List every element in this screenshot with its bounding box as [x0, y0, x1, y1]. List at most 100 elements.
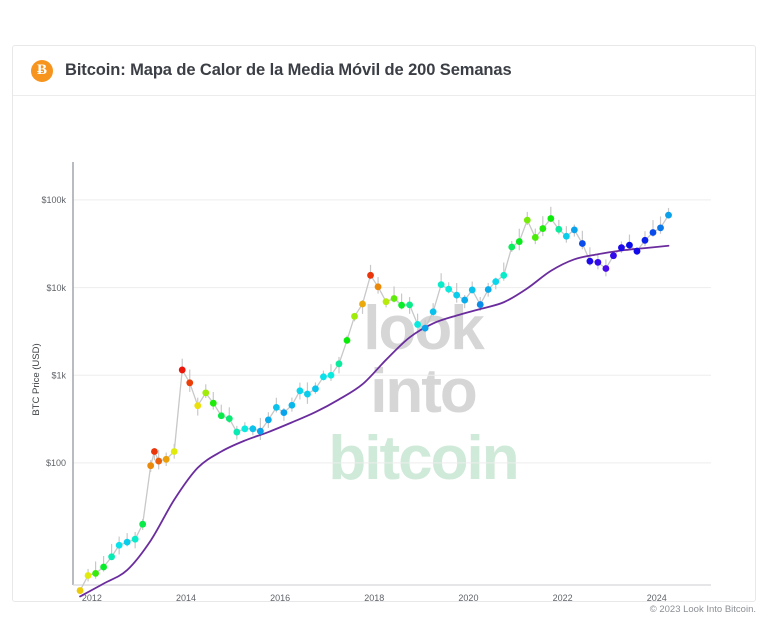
heatmap-dot	[288, 401, 296, 409]
heatmap-dot	[398, 301, 405, 309]
heatmap-dot	[147, 462, 155, 470]
heatmap-dot	[280, 409, 288, 416]
heatmap-dot	[256, 427, 264, 435]
heatmap-dot	[84, 572, 92, 579]
heatmap-dot	[162, 455, 170, 463]
heatmap-dot	[225, 415, 233, 423]
heatmap-dot	[178, 366, 186, 374]
heatmap-dot	[115, 541, 123, 549]
heatmap-dot	[421, 324, 429, 332]
bitcoin-glyph: Ƀ	[36, 62, 47, 78]
heatmap-dot	[312, 385, 319, 393]
heatmap-dot	[359, 300, 366, 308]
heatmap-dot	[272, 403, 280, 411]
heatmap-dot	[264, 416, 272, 424]
heatmap-dot	[618, 244, 625, 252]
y-axis-tick-label: $100	[46, 458, 66, 468]
heatmap-dot	[657, 224, 664, 232]
heatmap-dot	[390, 295, 398, 302]
y-axis-title: BTC Price (USD)	[31, 343, 42, 415]
y-axis-tick-label: $100k	[41, 195, 66, 205]
heatmap-dot	[414, 321, 421, 328]
moving-average-line	[79, 244, 670, 598]
heatmap-dot	[461, 296, 469, 304]
heatmap-dot	[233, 428, 241, 436]
heatmap-dot	[209, 399, 217, 407]
heatmap-dot	[610, 252, 617, 260]
heatmap-dot	[602, 265, 610, 272]
heatmap-dot	[539, 225, 547, 232]
bitcoin-icon: Ƀ	[31, 59, 53, 82]
heatmap-dot	[155, 457, 163, 465]
y-axis-tick-label: $10k	[46, 283, 66, 293]
heatmap-dot	[437, 281, 445, 289]
heatmap-dot	[241, 425, 249, 433]
heatmap-dot	[304, 390, 311, 398]
chart-plot-area: look into bitcoin $100 $1k $10k $100k 2012 2014 2…	[13, 97, 757, 603]
heatmap-dot	[374, 283, 382, 291]
heatmap-dot	[476, 301, 484, 308]
heatmap-dot	[406, 301, 413, 309]
heatmap-dot	[500, 271, 508, 279]
card-header: Ƀ Bitcoin: Mapa de Calor de la Media Móv…	[13, 46, 755, 96]
heatmap-dot	[586, 257, 594, 265]
watermark-line-3: bitcoin	[328, 424, 517, 493]
heatmap-dot	[665, 211, 672, 219]
heatmap-dot	[100, 563, 107, 571]
heatmap-dot	[186, 379, 194, 387]
heatmap-dot	[217, 412, 225, 420]
heatmap-dot	[649, 229, 657, 236]
heatmap-dot	[327, 371, 335, 379]
heatmap-dot	[335, 360, 343, 368]
heatmap-dot	[453, 291, 461, 299]
x-axis-tick-label: 2016	[270, 593, 290, 603]
heatmap-dot	[492, 278, 500, 285]
heatmap-dot	[523, 216, 531, 224]
heatmap-dot	[320, 373, 327, 381]
heatmap-dot	[202, 389, 210, 397]
heatmap-dot	[382, 298, 390, 306]
x-axis-tick-label: 2024	[647, 593, 667, 603]
heatmap-dot	[626, 241, 633, 249]
heatmap-dot	[484, 286, 492, 293]
heatmap-dot	[151, 448, 158, 455]
heatmap-dot	[367, 271, 374, 279]
page-title: Bitcoin: Mapa de Calor de la Media Móvil…	[65, 61, 512, 79]
heatmap-dot	[343, 336, 351, 344]
heatmap-dot	[296, 387, 304, 395]
heatmap-dot	[594, 258, 602, 266]
x-axis-ticks: 2012 2014 2016 2018 2020 2022 2024	[82, 593, 667, 603]
heatmap-dot	[429, 308, 437, 316]
heatmap-dot	[76, 587, 84, 594]
heatmap-dot	[562, 232, 570, 240]
heatmap-dot	[194, 402, 202, 410]
heatmap-dot	[570, 226, 578, 234]
watermark-line-2: into	[370, 357, 476, 426]
heatmap-dot	[578, 240, 586, 247]
x-axis-tick-label: 2014	[176, 593, 196, 603]
heatmap-dot	[515, 238, 523, 245]
heatmap-dot	[508, 243, 516, 251]
heatmap-dot	[92, 569, 99, 577]
heatmap-dot	[445, 285, 453, 293]
heatmap-dot	[531, 234, 539, 241]
heatmap-dot	[131, 535, 139, 543]
heatmap-dot	[641, 236, 649, 244]
x-axis-tick-label: 2018	[364, 593, 384, 603]
footer-copyright: © 2023 Look Into Bitcoin.	[649, 604, 756, 615]
heatmap-dot	[108, 553, 115, 561]
heatmap-dot	[555, 225, 563, 233]
heatmap-dot	[633, 247, 641, 255]
chart-card: Ƀ Bitcoin: Mapa de Calor de la Media Móv…	[12, 45, 757, 603]
y-axis-tick-label: $1k	[51, 370, 66, 380]
heatmap-dot	[351, 312, 358, 320]
heatmap-dot	[170, 448, 178, 455]
x-axis-tick-label: 2020	[458, 593, 478, 603]
x-axis-tick-label: 2012	[82, 593, 102, 603]
x-axis-tick-label: 2022	[553, 593, 573, 603]
heatmap-dots	[76, 211, 672, 594]
heatmap-dot	[547, 215, 555, 222]
y-gridlines: $100 $1k $10k $100k	[41, 195, 711, 468]
